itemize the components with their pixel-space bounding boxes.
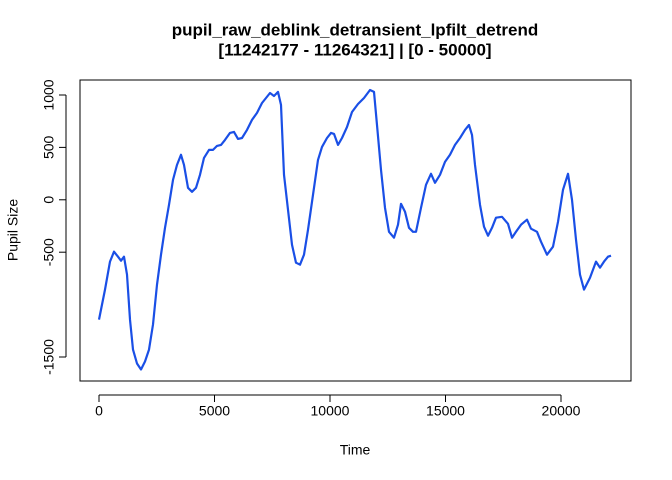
x-tick-label: 5000 (199, 403, 230, 419)
y-tick-label: 500 (41, 135, 57, 159)
data-line (97, 88, 612, 371)
x-tick-label: 15000 (426, 403, 465, 419)
y-tick-label: -1500 (41, 339, 57, 375)
y-tick-label: -500 (41, 238, 57, 266)
chart-subtitle: [11242177 - 11264321] | [0 - 50000] (218, 40, 491, 59)
x-axis-label: Time (340, 442, 371, 458)
x-tick-label: 20000 (542, 403, 581, 419)
y-axis-label: Pupil Size (5, 199, 21, 261)
chart-title: pupil_raw_deblink_detransient_lpfilt_det… (172, 20, 539, 39)
y-tick-label: 1000 (41, 79, 57, 110)
x-tick-label: 10000 (311, 403, 350, 419)
plot-box (79, 79, 632, 382)
y-tick-label: 0 (41, 196, 57, 204)
x-tick-label: 0 (95, 403, 103, 419)
